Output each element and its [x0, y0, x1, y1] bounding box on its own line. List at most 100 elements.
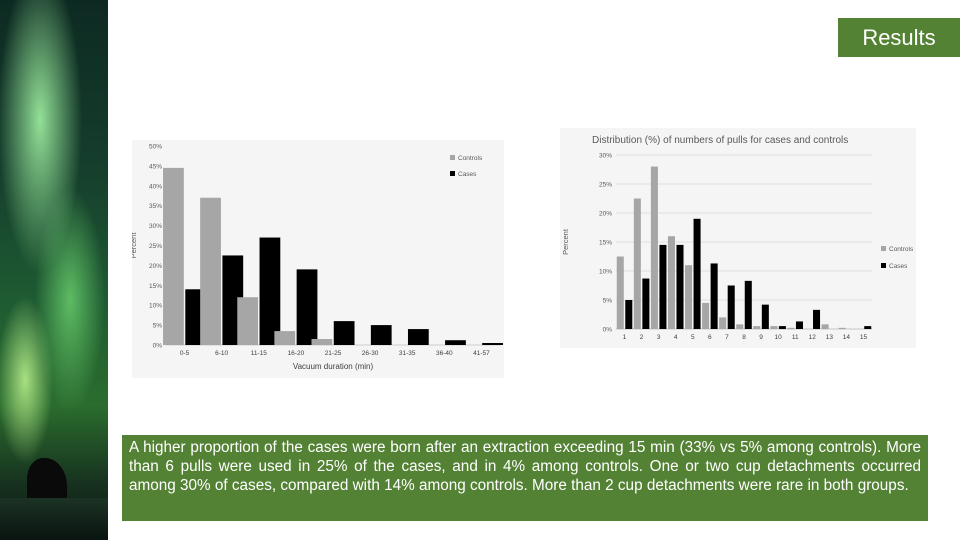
bar-controls	[787, 327, 795, 329]
bar-controls	[753, 326, 761, 329]
x-tick-label: 6-10	[215, 350, 228, 357]
bar-controls	[633, 198, 641, 329]
bar-cases	[296, 269, 318, 345]
x-tick-label: 2	[640, 334, 644, 341]
y-tick-label: 10%	[149, 303, 162, 310]
bar-controls	[237, 297, 259, 345]
bar-cases	[333, 321, 355, 345]
bar-controls	[685, 265, 693, 329]
x-tick-label: 26-30	[362, 350, 379, 357]
y-tick-label: 25%	[599, 182, 612, 189]
bar-controls	[163, 167, 184, 345]
x-tick-label: 36-40	[436, 350, 453, 357]
x-tick-label: 0-5	[180, 350, 190, 357]
bar-controls	[770, 326, 778, 329]
bar-controls	[274, 331, 296, 345]
bar-cases	[744, 280, 752, 329]
water-reflection	[0, 498, 108, 540]
legend-swatch-cases	[450, 171, 455, 176]
bar-controls	[200, 197, 221, 345]
y-tick-label: 15%	[149, 283, 162, 290]
legend-label-controls: Controls	[889, 246, 914, 253]
x-tick-label: 11	[792, 334, 799, 341]
bar-cases	[864, 326, 872, 329]
bar-cases	[642, 278, 650, 329]
bar-cases	[370, 325, 392, 345]
bar-cases	[795, 321, 803, 329]
x-tick-label: 8	[742, 334, 746, 341]
y-tick-label: 25%	[149, 243, 162, 250]
x-tick-label: 1	[623, 334, 627, 341]
y-tick-label: 20%	[599, 211, 612, 218]
bar-cases	[482, 343, 503, 345]
x-tick-label: 7	[725, 334, 729, 341]
bar-cases	[445, 340, 466, 345]
aurora-photo	[0, 0, 108, 540]
legend-label-controls: Controls	[458, 155, 483, 162]
y-tick-label: 15%	[599, 240, 612, 247]
bar-cases	[778, 326, 786, 329]
bar-controls	[821, 324, 829, 329]
bar-controls	[650, 166, 658, 329]
y-tick-label: 30%	[599, 153, 612, 160]
x-tick-label: 3	[657, 334, 661, 341]
bar-cases	[259, 237, 281, 345]
y-tick-label: 0%	[603, 327, 613, 334]
bar-cases	[659, 244, 667, 329]
y-tick-label: 45%	[149, 163, 162, 170]
bar-cases	[625, 300, 633, 329]
x-axis-label: Vacuum duration (min)	[293, 362, 374, 371]
legend-label-cases: Cases	[458, 171, 477, 178]
x-tick-label: 16-20	[288, 350, 305, 357]
bar-cases	[407, 329, 429, 345]
x-tick-label: 41-57	[473, 350, 490, 357]
x-tick-label: 15	[860, 334, 868, 341]
bar-cases	[676, 244, 684, 329]
vacuum-duration-chart-svg: 0% 5% 10% 15% 20% 25% 30% 35% 40% 45% 50% Percent 0-…	[132, 140, 504, 378]
legend-swatch-controls	[881, 246, 886, 251]
bar-cases	[693, 218, 701, 329]
bar-controls	[702, 302, 710, 329]
y-axis-label: Percent	[561, 228, 570, 255]
y-tick-label: 40%	[149, 183, 162, 190]
y-axis-label: Percent	[132, 232, 138, 259]
chart-title: Distribution (%) of numbers of pulls for…	[592, 135, 848, 146]
legend-swatch-cases	[881, 263, 886, 268]
x-tick-label: 4	[674, 334, 678, 341]
x-tick-label: 12	[809, 334, 817, 341]
y-tick-label: 50%	[149, 144, 162, 151]
y-tick-label: 20%	[149, 263, 162, 270]
x-tick-label: 13	[826, 334, 834, 341]
number-of-pulls-chart: Distribution (%) of numbers of pulls for…	[560, 128, 916, 348]
number-of-pulls-chart-svg: Distribution (%) of numbers of pulls for…	[560, 128, 916, 348]
x-tick-label: 14	[843, 334, 851, 341]
y-tick-label: 30%	[149, 223, 162, 230]
bar-cases	[761, 304, 769, 329]
x-tick-label: 10	[775, 334, 783, 341]
y-tick-label: 35%	[149, 203, 162, 210]
bar-controls	[616, 256, 624, 329]
bar-controls	[736, 324, 744, 329]
bar-controls	[838, 327, 846, 329]
results-badge: Results	[838, 18, 960, 57]
bar-controls	[311, 339, 333, 345]
legend-swatch-controls	[450, 155, 455, 160]
results-caption: A higher proportion of the cases were bo…	[122, 435, 928, 521]
x-tick-label: 31-35	[399, 350, 416, 357]
bar-cases	[813, 309, 821, 329]
y-tick-label: 10%	[599, 269, 612, 276]
chart-background	[560, 128, 916, 348]
bar-controls	[719, 317, 727, 329]
x-tick-label: 6	[708, 334, 712, 341]
y-tick-label: 0%	[153, 343, 163, 350]
x-tick-label: 5	[691, 334, 695, 341]
x-tick-label: 9	[759, 334, 763, 341]
y-tick-label: 5%	[153, 323, 163, 330]
x-tick-label: 21-25	[325, 350, 342, 357]
x-tick-label: 11-15	[251, 350, 268, 357]
bar-cases	[710, 263, 718, 329]
bar-cases	[727, 285, 735, 329]
bar-controls	[667, 236, 675, 329]
legend-label-cases: Cases	[889, 263, 908, 270]
vacuum-duration-chart: 0% 5% 10% 15% 20% 25% 30% 35% 40% 45% 50% Percent 0-…	[132, 140, 504, 378]
